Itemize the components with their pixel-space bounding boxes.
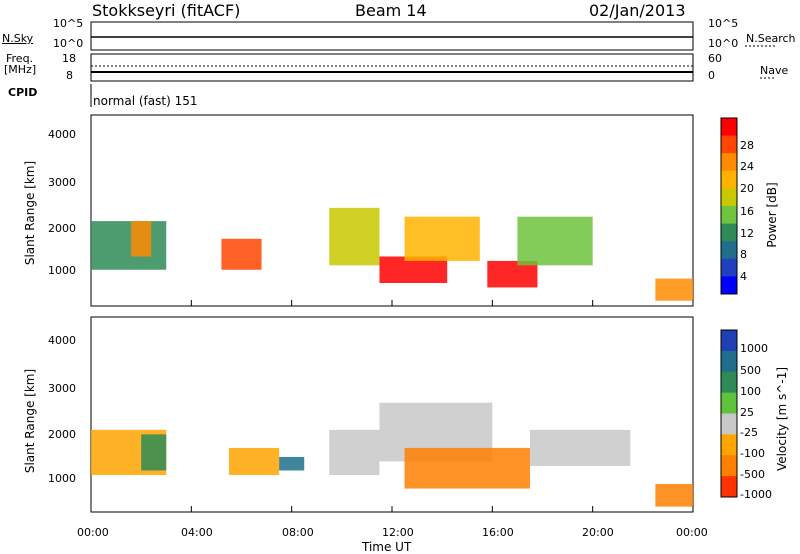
velocity-ytick-1000: 1000 (48, 472, 76, 485)
vel-cb-frame (720, 329, 738, 498)
velocity-ytick-2000: 2000 (48, 428, 76, 441)
power-regions-region-3 (329, 207, 380, 266)
power-ytick-2000: 2000 (48, 222, 76, 235)
vel-regions-region-8 (655, 484, 693, 507)
strip2-right-tick-top: 60 (708, 52, 722, 65)
vel-regions-region-1 (141, 434, 167, 471)
vel-cb-tick-neg1000: -1000 (740, 488, 772, 501)
station-title: Stokkseyri (fitACF) (92, 1, 241, 20)
power-ytick-1000: 1000 (48, 264, 76, 277)
vel-cb-segment-3 (721, 392, 737, 414)
vel-cb-tick-25: 25 (740, 406, 754, 419)
power-cb-segment-2 (721, 153, 737, 172)
xtick-2: 08:00 (282, 526, 314, 539)
vel-cb-segment-0 (721, 330, 737, 352)
vel-cb-segment-1 (721, 350, 737, 373)
power-cb-segment-1 (721, 135, 737, 154)
strip2-left-tick-bottom: 8 (66, 69, 73, 82)
vel-regions-region-7 (529, 429, 631, 466)
power-regions-region-5 (404, 216, 480, 261)
velocity-ytick-4000: 4000 (48, 334, 76, 347)
power-cb-segment-6 (721, 223, 737, 242)
mode-text: normal (fast) 151 (93, 94, 198, 108)
cpid-label: CPID (8, 86, 38, 99)
xtick-0: 00:00 (77, 526, 109, 539)
power-cb-segment-5 (721, 206, 737, 225)
power-regions (91, 207, 693, 301)
power-cb-tick-8: 8 (740, 248, 747, 261)
vel-cb-tick-neg100: -100 (740, 447, 765, 460)
power-cb-segment-8 (721, 258, 737, 277)
power-ytick-3000: 3000 (48, 176, 76, 189)
strip1-left-tick-top: 10^5 (53, 17, 84, 30)
power-regions-region-7 (517, 216, 593, 266)
power-cb-frame (720, 117, 738, 295)
freq-unit-label: [MHz] (4, 63, 37, 76)
vel-cb-segment-6 (721, 455, 737, 477)
strip2-left-tick-top: 18 (62, 52, 76, 65)
vel-cb-tick-500: 500 (740, 364, 761, 377)
nsearch-label: N.Search (746, 32, 796, 45)
nsky-label: N.Sky (2, 32, 34, 45)
xtick-1: 04:00 (181, 526, 213, 539)
nave-label: Nave (760, 64, 789, 77)
vel-cb-segment-2 (721, 371, 737, 394)
power-regions-region-2 (221, 238, 262, 270)
vel-cb-tick-100: 100 (740, 385, 761, 398)
vel-cb-segment-7 (721, 476, 737, 498)
power-cb-segment-7 (721, 241, 737, 260)
power-cb-segment-3 (721, 170, 737, 189)
xtick-6: 00:00 (676, 526, 708, 539)
power-cb-segment-0 (721, 118, 737, 137)
power-cb-tick-12: 12 (740, 227, 754, 240)
vel-regions-region-2 (228, 447, 280, 475)
power-regions-region-1 (131, 221, 152, 257)
freq-label: Freq. (6, 52, 34, 65)
strip2-right-tick-bottom: 0 (708, 69, 715, 82)
xtick-4: 16:00 (482, 526, 514, 539)
xaxis-label: Time UT (362, 540, 412, 554)
power-cb-tick-24: 24 (740, 160, 754, 173)
xtick-3: 12:00 (382, 526, 414, 539)
strip1-right-tick-top: 10^5 (708, 17, 739, 30)
power-cb-segment-9 (721, 276, 737, 295)
velocity-colorbar (720, 329, 738, 498)
x-tick-marks (90, 300, 694, 512)
power-regions-region-0 (91, 221, 167, 270)
beam-title: Beam 14 (355, 1, 427, 20)
date-title: 02/Jan/2013 (589, 1, 686, 20)
vel-cb-segment-4 (721, 413, 737, 435)
vel-regions-region-6 (404, 447, 530, 489)
power-cb-tick-28: 28 (740, 139, 754, 152)
strip1-left-tick-bottom: 10^0 (53, 37, 84, 50)
xtick-5: 20:00 (582, 526, 614, 539)
power-cb-segment-4 (721, 188, 737, 207)
vel-cb-tick-neg25: -25 (740, 426, 758, 439)
power-cb-tick-20: 20 (740, 182, 754, 195)
power-cb-tick-4: 4 (740, 270, 747, 283)
strip1-right-tick-bottom: 10^0 (708, 37, 739, 50)
vel-regions-region-4 (329, 429, 380, 475)
vel-regions-region-3 (279, 456, 305, 471)
vel-cb-tick-neg500: -500 (740, 468, 765, 481)
power-regions-region-8 (655, 278, 693, 301)
power-ytick-4000: 4000 (48, 128, 76, 141)
vel-cb-segment-5 (721, 434, 737, 456)
strip1-frame (90, 21, 694, 51)
vel-cb-tick-1000: 1000 (740, 342, 768, 355)
power-colorbar (720, 117, 738, 295)
power-cb-tick-16: 16 (740, 205, 754, 218)
strip2-frame (90, 53, 694, 82)
velocity-ytick-3000: 3000 (48, 382, 76, 395)
velocity-regions (91, 402, 693, 507)
